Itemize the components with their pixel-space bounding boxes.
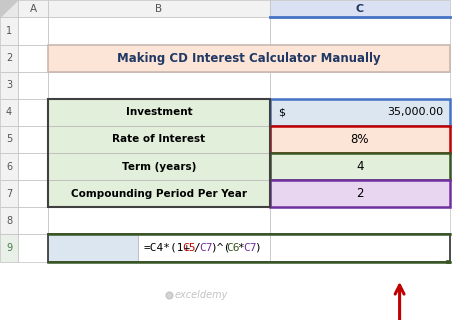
Bar [270, 126, 450, 153]
Text: 5: 5 [6, 134, 12, 145]
Bar [48, 44, 450, 72]
Bar [48, 153, 270, 180]
Bar [48, 0, 270, 17]
Text: 7: 7 [6, 189, 12, 199]
Bar [48, 180, 270, 207]
Bar [18, 44, 48, 72]
Text: B: B [155, 4, 163, 14]
Bar [0, 72, 18, 99]
Bar [270, 126, 450, 153]
Bar [18, 99, 48, 126]
Bar [270, 235, 450, 261]
Bar [270, 72, 450, 99]
Bar [270, 180, 450, 207]
Bar [18, 126, 48, 153]
Text: )^(: )^( [210, 243, 230, 253]
Bar [0, 17, 18, 44]
Bar [270, 0, 450, 17]
Text: 4: 4 [6, 108, 12, 117]
Text: C6: C6 [227, 243, 240, 253]
Text: Investment: Investment [126, 108, 192, 117]
Bar [270, 44, 450, 72]
Bar [270, 153, 450, 180]
Bar [270, 153, 450, 180]
Bar [48, 72, 270, 99]
Bar [48, 17, 270, 44]
Bar [270, 207, 450, 235]
Bar [48, 126, 270, 153]
Text: Rate of Interest: Rate of Interest [112, 134, 206, 145]
Text: 9: 9 [6, 243, 12, 253]
Text: C7: C7 [243, 243, 256, 253]
Text: $: $ [278, 108, 285, 117]
Text: =C4*(1+: =C4*(1+ [144, 243, 191, 253]
Bar [0, 126, 18, 153]
Bar [48, 235, 450, 261]
Bar [0, 235, 18, 261]
Bar [48, 207, 270, 235]
Bar [18, 207, 48, 235]
Bar [18, 17, 48, 44]
Bar [0, 44, 18, 72]
Bar [18, 72, 48, 99]
Text: 2: 2 [356, 187, 364, 200]
Bar [0, 0, 18, 17]
Text: 4: 4 [356, 160, 364, 173]
Bar [0, 180, 18, 207]
Bar [48, 99, 270, 126]
Text: 1: 1 [6, 26, 12, 36]
Text: exceldemy: exceldemy [174, 291, 228, 300]
Bar [48, 235, 270, 261]
Text: Making CD Interest Calculator Manually: Making CD Interest Calculator Manually [117, 52, 381, 65]
Bar [18, 0, 48, 17]
Text: C5: C5 [182, 243, 196, 253]
Text: 8: 8 [6, 216, 12, 226]
Bar [0, 207, 18, 235]
Bar [18, 235, 48, 261]
Text: /: / [193, 243, 200, 253]
Text: A: A [29, 4, 36, 14]
Text: ): ) [254, 243, 261, 253]
Polygon shape [0, 0, 18, 17]
Bar [48, 153, 270, 180]
Text: C7: C7 [199, 243, 212, 253]
Bar [48, 126, 270, 153]
Bar [270, 180, 450, 207]
Bar [18, 180, 48, 207]
Text: C: C [356, 4, 364, 14]
Text: Term (years): Term (years) [122, 162, 196, 172]
Bar [48, 180, 270, 207]
Bar [270, 99, 450, 126]
Text: 6: 6 [6, 162, 12, 172]
Bar [48, 44, 270, 72]
Bar [270, 99, 450, 126]
Text: 35,000.00: 35,000.00 [387, 108, 443, 117]
Bar [270, 17, 450, 44]
Bar [0, 153, 18, 180]
Bar [48, 99, 270, 126]
Bar [18, 153, 48, 180]
Bar [0, 99, 18, 126]
Text: 3: 3 [6, 80, 12, 90]
Bar [446, 260, 450, 263]
Text: *: * [237, 243, 244, 253]
Bar [48, 99, 270, 207]
Bar [48, 235, 138, 261]
Text: 8%: 8% [351, 133, 369, 146]
Text: Compounding Period Per Year: Compounding Period Per Year [71, 189, 247, 199]
Text: 2: 2 [6, 53, 12, 63]
